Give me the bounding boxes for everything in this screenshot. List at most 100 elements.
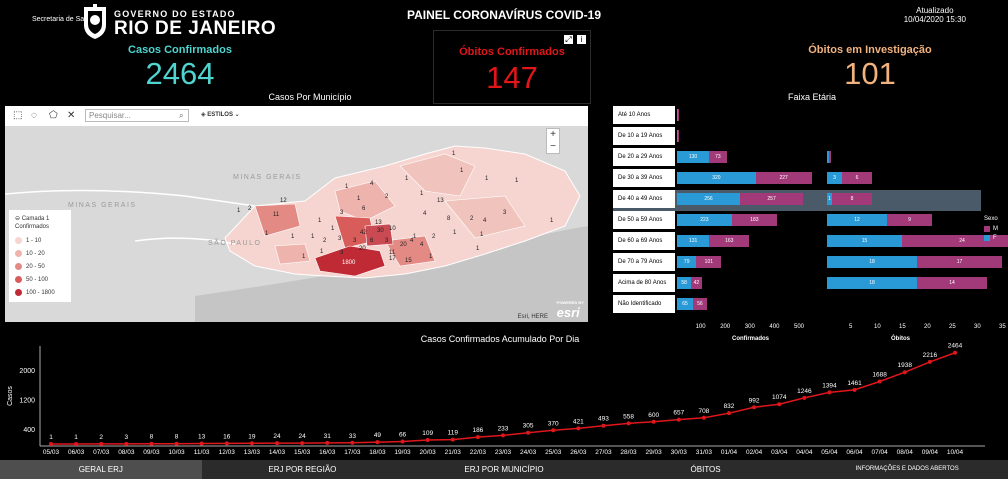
age-row[interactable]: Não Identificado 65 56 — [613, 295, 981, 316]
confirmed-bar-m[interactable]: 101 — [696, 256, 722, 268]
data-point[interactable] — [576, 426, 581, 431]
deaths-bar-m[interactable]: 14 — [917, 277, 987, 289]
data-point[interactable] — [74, 441, 79, 446]
age-row[interactable]: De 10 a 19 Anos — [613, 127, 981, 148]
deaths-bar-m[interactable]: 17 — [917, 256, 1002, 268]
confirmed-bar-f[interactable] — [677, 130, 678, 142]
deaths-bar-f[interactable]: 18 — [827, 277, 917, 289]
data-point[interactable] — [802, 395, 807, 400]
data-point[interactable] — [475, 435, 480, 440]
confirmed-bar-f[interactable]: 65 — [677, 298, 693, 310]
data-point[interactable] — [99, 441, 104, 446]
tab-erj-por-municipio[interactable]: ERJ POR MUNICÍPIO — [403, 460, 605, 479]
data-point[interactable] — [425, 437, 430, 442]
deaths-bar-m[interactable]: 6 — [842, 172, 872, 184]
deaths-bar-f[interactable]: 18 — [827, 256, 917, 268]
deaths-bar-f[interactable]: 1 — [827, 193, 832, 205]
data-point[interactable] — [174, 441, 179, 446]
map-search-input[interactable]: Pesquisar... — [85, 109, 189, 122]
zoom-out-button[interactable]: − — [550, 141, 556, 152]
map-panel[interactable]: MINAS GERAIS MINAS GERAIS SÃO PAULO 1 1 … — [5, 106, 588, 322]
age-row[interactable]: Acima de 80 Anos 58 42 18 14 — [613, 274, 987, 295]
data-point[interactable] — [149, 441, 154, 446]
deaths-bar-m[interactable] — [829, 151, 831, 163]
age-row[interactable]: De 60 a 69 Anos 131 163 15 24 — [613, 232, 1008, 253]
confirmed-bar-m[interactable]: 42 — [691, 277, 702, 289]
deaths-bar-f[interactable]: 15 — [827, 235, 902, 247]
data-point[interactable] — [501, 433, 505, 438]
select-rect-icon[interactable]: ⬚ — [13, 110, 23, 121]
confirmed-bar-m[interactable] — [677, 130, 679, 142]
confirmed-bar-f[interactable]: 131 — [677, 235, 710, 247]
tab-informacoes[interactable]: INFORMAÇÕES E DADOS ABERTOS — [806, 460, 1008, 479]
age-row[interactable]: De 40 a 49 Anos 256 257 1 8 — [613, 190, 981, 211]
data-point[interactable] — [727, 411, 731, 416]
data-point[interactable] — [927, 359, 932, 364]
deaths-bar-f[interactable]: 12 — [827, 214, 887, 226]
deaths-bar-m[interactable]: 24 — [902, 235, 1008, 247]
select-lasso-icon[interactable]: ◌ — [31, 110, 37, 121]
data-point[interactable] — [224, 441, 229, 446]
confirmed-bar-f[interactable]: 256 — [677, 193, 740, 205]
deaths-bar-f[interactable] — [827, 151, 829, 163]
data-point[interactable] — [601, 423, 606, 428]
data-point[interactable] — [375, 440, 380, 445]
data-point[interactable] — [777, 402, 782, 407]
info-icon[interactable]: i — [577, 35, 586, 44]
zoom-in-button[interactable]: + — [550, 129, 556, 140]
data-point[interactable] — [275, 441, 279, 446]
data-point[interactable] — [827, 390, 832, 395]
data-point[interactable] — [450, 437, 455, 442]
data-point[interactable] — [300, 441, 305, 446]
confirmed-bar-m[interactable]: 73 — [708, 151, 727, 163]
deaths-bar-m[interactable]: 8 — [832, 193, 872, 205]
tab-geral-erj[interactable]: GERAL ERJ — [0, 460, 202, 479]
data-point[interactable] — [249, 441, 254, 446]
confirmed-bar-m[interactable]: 56 — [692, 298, 707, 310]
age-row[interactable]: De 70 a 79 Anos 79 101 18 17 — [613, 253, 1002, 274]
confirmed-bar-f[interactable]: 223 — [677, 214, 732, 226]
data-point[interactable] — [752, 405, 757, 410]
data-point[interactable] — [400, 439, 405, 444]
confirmed-bar-f[interactable]: 130 — [677, 151, 709, 163]
confirmed-bar-f[interactable] — [677, 109, 678, 121]
confirmed-bar-m[interactable]: 183 — [731, 214, 777, 226]
search-icon[interactable]: ⌕ — [179, 111, 184, 120]
data-point[interactable] — [124, 441, 129, 446]
confirmed-bar-m[interactable]: 163 — [709, 235, 750, 247]
select-polygon-icon[interactable]: ⬠ — [49, 110, 58, 121]
data-point[interactable] — [325, 440, 330, 445]
sex-legend-f: F — [984, 235, 998, 241]
data-point[interactable] — [350, 440, 355, 445]
data-point[interactable] — [701, 415, 706, 420]
confirmed-bar-m[interactable]: 227 — [755, 172, 812, 184]
data-point[interactable] — [676, 417, 681, 422]
data-point[interactable] — [852, 387, 857, 392]
data-point[interactable] — [551, 428, 556, 433]
age-row[interactable]: De 30 a 39 Anos 320 227 3 6 — [613, 169, 981, 190]
age-row[interactable]: De 20 a 29 Anos 130 73 — [613, 148, 981, 169]
tab-erj-por-regiao[interactable]: ERJ POR REGIÃO — [201, 460, 404, 479]
confirmed-bar-m[interactable] — [677, 109, 679, 121]
confirmed-bar-f[interactable]: 320 — [677, 172, 756, 184]
styles-button[interactable]: ◈ ESTILOS ⌄ — [201, 112, 240, 118]
age-row[interactable]: Até 10 Anos — [613, 106, 981, 127]
deaths-bar-m[interactable]: 9 — [887, 214, 932, 226]
data-point[interactable] — [526, 430, 531, 435]
age-row[interactable]: De 50 a 59 Anos 223 183 12 9 — [613, 211, 981, 232]
clear-selection-icon[interactable]: ✕ — [67, 110, 76, 121]
data-point[interactable] — [877, 379, 882, 384]
tab-obitos[interactable]: ÓBITOS — [604, 460, 807, 479]
expand-icon[interactable]: ⤢ — [564, 35, 573, 44]
confirmed-bar-f[interactable]: 79 — [677, 256, 697, 268]
confirmed-bar-f[interactable]: 58 — [677, 277, 692, 289]
data-point[interactable] — [49, 441, 53, 446]
data-point[interactable] — [902, 370, 907, 375]
data-point[interactable] — [953, 350, 957, 355]
map-canvas[interactable] — [5, 126, 588, 322]
confirmed-bar-m[interactable]: 257 — [739, 193, 804, 205]
data-point[interactable] — [626, 421, 631, 426]
data-point[interactable] — [651, 419, 656, 424]
data-point[interactable] — [199, 441, 204, 446]
deaths-bar-f[interactable]: 3 — [827, 172, 842, 184]
